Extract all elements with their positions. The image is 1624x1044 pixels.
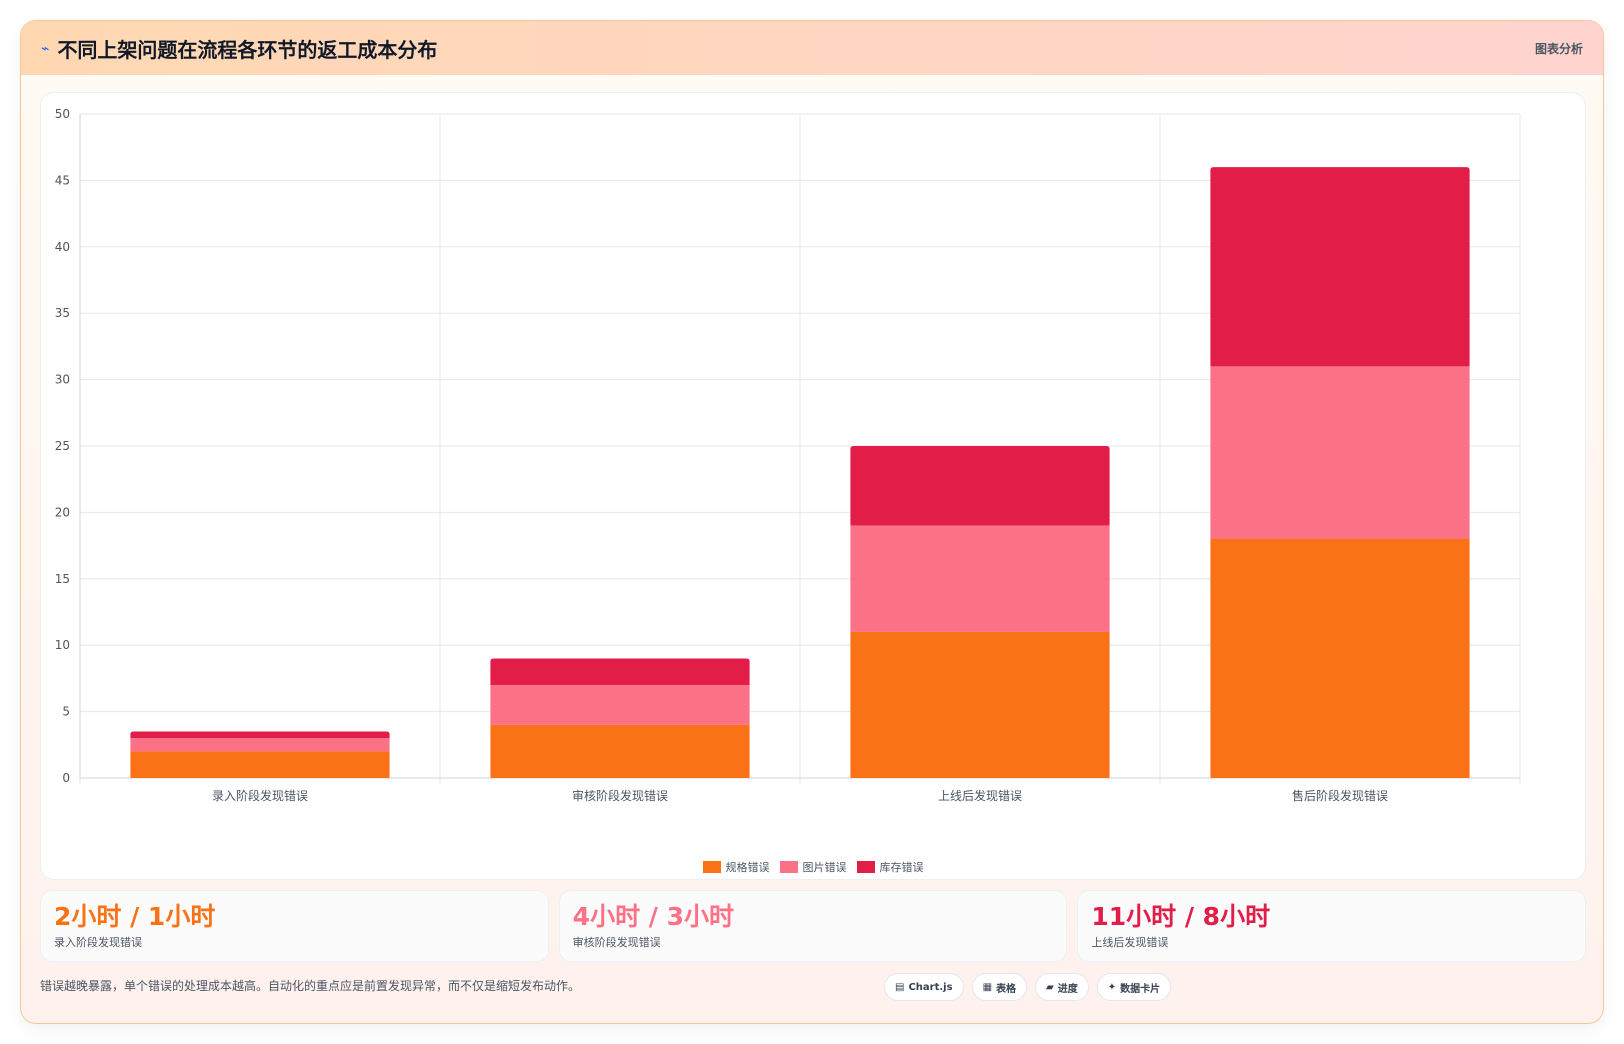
y-tick-label: 25 [55,439,70,453]
x-tick-label: 录入阶段发现错误 [212,788,308,803]
stat-card: 4小时 / 3小时审核阶段发现错误 [558,890,1068,962]
stat-label: 审核阶段发现错误 [572,936,661,949]
legend-item[interactable]: 库存错误 [856,859,924,875]
chart-title: 不同上架问题在流程各环节的返工成本分布 [57,37,438,62]
chip-label: 数据卡片 [1120,983,1161,995]
legend-label: 库存错误 [879,861,924,874]
bar-segment [850,446,1110,526]
bar-segment [1210,538,1470,778]
bar-segment [1210,366,1470,539]
x-tick-label: 上线后发现错误 [938,788,1022,803]
legend-swatch [856,861,875,873]
bar-segment [490,724,750,778]
stat-value: 4小时 / 3小时 [572,902,735,931]
chart-legend: 规格错误 图片错误 库存错误 [41,859,1585,875]
legend-swatch [702,861,721,873]
stat-cards: 2小时 / 1小时 录入阶段发现错误 4小时 / 3小时 审核阶段发现错误 11小时 /… [40,890,1587,962]
y-tick-label: 35 [55,306,70,320]
y-tick-label: 10 [55,638,70,652]
stat-label: 录入阶段发现错误 [54,936,142,949]
chip-label: 进度 [1057,983,1078,995]
stacked-bar-chart: 0 5 10 15 20 25 30 35 40 45 50 录入阶段发现错误 审核阶段发现错误 上线后发… [55,107,1521,803]
chip-table[interactable]: ▦ 表格 [971,973,1028,1001]
y-tick-label: 50 [55,107,70,121]
chip-label: Chart.js [908,981,953,993]
x-tick-label: 售后阶段发现错误 [1292,788,1388,803]
chart-icon: ▤ [895,981,905,993]
bar-segment [130,738,390,752]
bar-segment [1210,167,1470,367]
stat-value: 11小时 / 8小时 [1091,902,1271,931]
progress-icon: ▰ [1046,981,1054,993]
chip-label: 表格 [996,983,1017,995]
x-tick-label: 审核阶段发现错误 [572,788,668,803]
stat-card: 2小时 / 1小时录入阶段发现错误 [40,890,549,962]
bar-segment [130,731,390,739]
legend-label: 规格错误 [725,861,770,874]
table-icon: ▦ [982,981,993,993]
legend-item[interactable]: 规格错误 [702,859,770,875]
legend-swatch [779,861,798,873]
bar-segment [490,685,750,725]
chart-panel: 0 5 10 15 20 25 30 35 40 45 50 录入阶段发现错误 审核阶段发现错误 上线后发… [40,92,1586,880]
header-tag: 图表分析 [1534,41,1583,56]
stat-value: 2小时 / 1小时 [54,902,216,931]
chip-chart[interactable]: ▤ Chart.js [884,973,964,1001]
footer-note: 错误越晚暴露，单个错误的处理成本越高。自动化的重点应是前置发现异常，而不仅是缩短… [40,979,581,993]
y-tick-label: 5 [62,705,70,719]
y-tick-label: 40 [55,240,70,254]
legend-label: 图片错误 [802,861,847,874]
y-tick-label: 20 [55,505,70,519]
bar-segment [130,751,390,778]
bar-segment [850,525,1110,632]
legend-item[interactable]: 图片错误 [779,859,847,875]
y-tick-label: 45 [55,173,70,187]
y-tick-label: 15 [55,572,70,586]
sparkle-icon: ✦ [1107,981,1117,993]
stat-card: 11小时 / 8小时上线后发现错误 [1077,890,1587,962]
chip-progress[interactable]: ▰ 进度 [1035,973,1089,1001]
card-header: ⌁ 不同上架问题在流程各环节的返工成本分布 图表分析 [21,21,1603,75]
pulse-icon: ⌁ [41,41,50,57]
card-footer: 错误越晚暴露，单个错误的处理成本越高。自动化的重点应是前置发现异常，而不仅是缩短… [40,973,1586,1013]
bar-segment [490,658,750,686]
bar-segment [850,631,1110,778]
feature-chips: ▤ Chart.js ▦ 表格 ▰ 进度 ✦ 数据卡片 [884,973,1172,1001]
y-tick-label: 0 [62,771,70,785]
chart-card: ⌁ 不同上架问题在流程各环节的返工成本分布 图表分析 0 5 10 15 20 25 30 3… [20,20,1604,1024]
y-tick-label: 30 [55,373,70,387]
stat-label: 上线后发现错误 [1091,936,1169,949]
chip-sparkle[interactable]: ✦ 数据卡片 [1096,973,1172,1001]
